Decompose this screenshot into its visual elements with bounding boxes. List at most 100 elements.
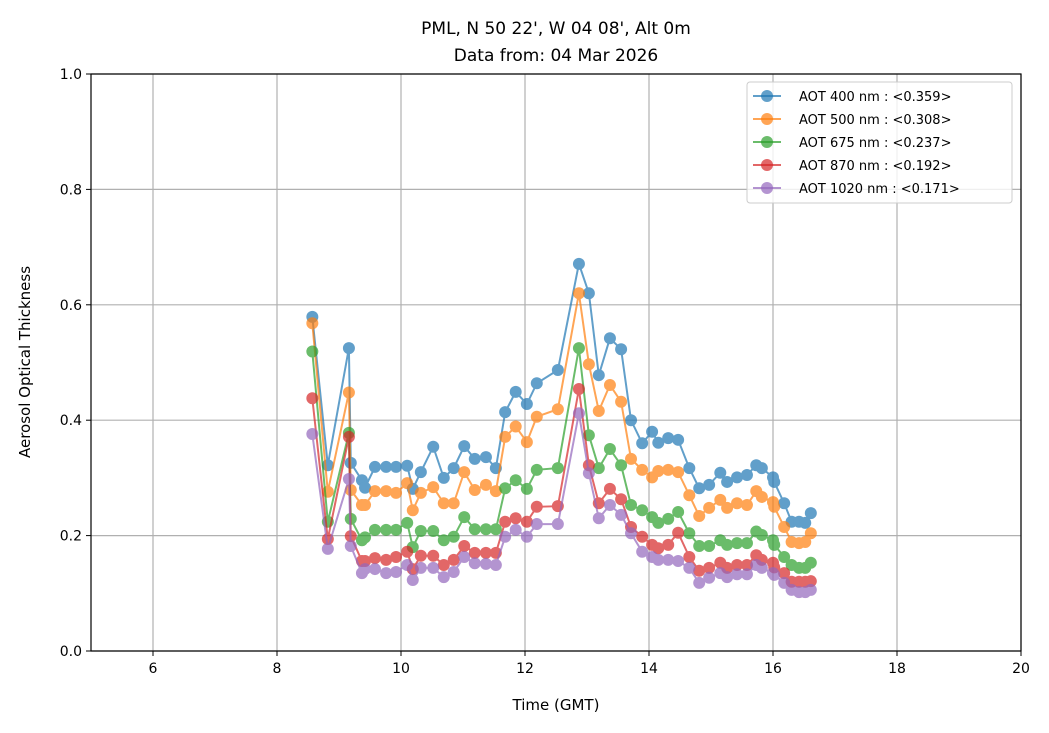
data-point: [714, 493, 727, 506]
data-point: [380, 523, 393, 536]
plot-area: [306, 257, 817, 599]
data-point: [731, 568, 744, 581]
data-point: [458, 466, 471, 479]
data-point: [662, 432, 675, 445]
data-point: [368, 552, 381, 565]
legend-box: [746, 81, 1013, 204]
x-tick-label: 8: [273, 661, 282, 677]
data-point: [390, 523, 403, 536]
data-point: [437, 497, 450, 510]
data-point: [489, 523, 502, 536]
data-point: [368, 485, 381, 498]
data-point: [447, 530, 460, 543]
data-point: [468, 557, 481, 570]
data-point: [740, 559, 753, 572]
data-point: [721, 571, 734, 584]
data-point: [479, 546, 492, 559]
x-axis-label: Time (GMT): [512, 696, 600, 714]
data-point: [799, 516, 812, 529]
data-point: [636, 545, 649, 558]
data-point: [520, 482, 533, 495]
data-point: [740, 537, 753, 550]
data-point: [551, 518, 564, 531]
series-1: [306, 257, 817, 529]
data-point: [721, 538, 734, 551]
data-point: [672, 433, 685, 446]
data-point: [306, 428, 319, 441]
data-point: [703, 561, 716, 574]
data-point: [380, 485, 393, 498]
legend-marker: [761, 159, 773, 171]
data-point: [499, 430, 512, 443]
data-point: [359, 563, 372, 576]
data-point: [479, 451, 492, 464]
legend-label: AOT 1020 nm : <0.171>: [799, 182, 960, 197]
data-point: [427, 524, 440, 537]
data-point: [740, 469, 753, 482]
x-tick-label: 14: [640, 661, 658, 677]
legend-label: AOT 500 nm : <0.308>: [799, 113, 951, 128]
data-point: [721, 475, 734, 488]
data-point: [693, 564, 706, 577]
data-point: [755, 490, 768, 503]
data-point: [799, 535, 812, 548]
data-point: [740, 499, 753, 512]
data-point: [703, 539, 716, 552]
data-point: [615, 459, 628, 472]
data-point: [672, 526, 685, 539]
data-point: [342, 342, 355, 355]
data-point: [652, 516, 665, 529]
data-point: [509, 512, 522, 525]
data-point: [380, 553, 393, 566]
data-point: [499, 515, 512, 528]
data-point: [499, 482, 512, 495]
data-point: [468, 546, 481, 559]
data-point: [530, 463, 543, 476]
data-point: [636, 530, 649, 543]
data-point: [572, 342, 585, 355]
data-point: [625, 414, 638, 427]
data-point: [520, 398, 533, 411]
data-point: [468, 452, 481, 465]
data-point: [380, 460, 393, 473]
data-point: [603, 499, 616, 512]
data-point: [731, 559, 744, 572]
data-point: [672, 505, 685, 518]
data-point: [636, 504, 649, 517]
ticks: 6 8 10 12 14 16 18 20 0.0 0.2 0.4 0.6 0.8 1.0: [60, 67, 1030, 677]
legend-item: AOT 500 nm : <0.308>: [753, 113, 951, 128]
data-point: [414, 561, 427, 574]
series-5: [306, 407, 817, 599]
data-point: [731, 497, 744, 510]
data-point: [499, 530, 512, 543]
data-point: [520, 530, 533, 543]
legend-marker: [761, 113, 773, 125]
data-point: [582, 358, 595, 371]
data-point: [683, 561, 696, 574]
data-point: [662, 538, 675, 551]
data-point: [646, 425, 659, 438]
data-point: [551, 364, 564, 377]
legend-item: AOT 400 nm : <0.359>: [753, 90, 951, 105]
data-point: [804, 575, 817, 588]
legend-marker: [761, 90, 773, 102]
data-point: [804, 556, 817, 569]
data-point: [530, 377, 543, 390]
data-point: [401, 559, 414, 572]
data-point: [321, 542, 334, 555]
data-point: [778, 550, 791, 563]
data-point: [683, 462, 696, 475]
legend-marker: [761, 182, 773, 194]
data-point: [652, 542, 665, 555]
data-point: [768, 500, 781, 513]
series-3: [306, 342, 817, 574]
data-point: [401, 477, 414, 490]
data-point: [458, 440, 471, 453]
x-tick-label: 20: [1012, 661, 1030, 677]
data-point: [437, 571, 450, 584]
data-point: [368, 460, 381, 473]
chart-title-line-1: PML, N 50 22', W 04 08', Alt 0m: [421, 19, 691, 39]
y-tick-label: 0.2: [60, 529, 82, 545]
data-point: [509, 474, 522, 487]
legend-item: AOT 1020 nm : <0.171>: [753, 182, 960, 197]
